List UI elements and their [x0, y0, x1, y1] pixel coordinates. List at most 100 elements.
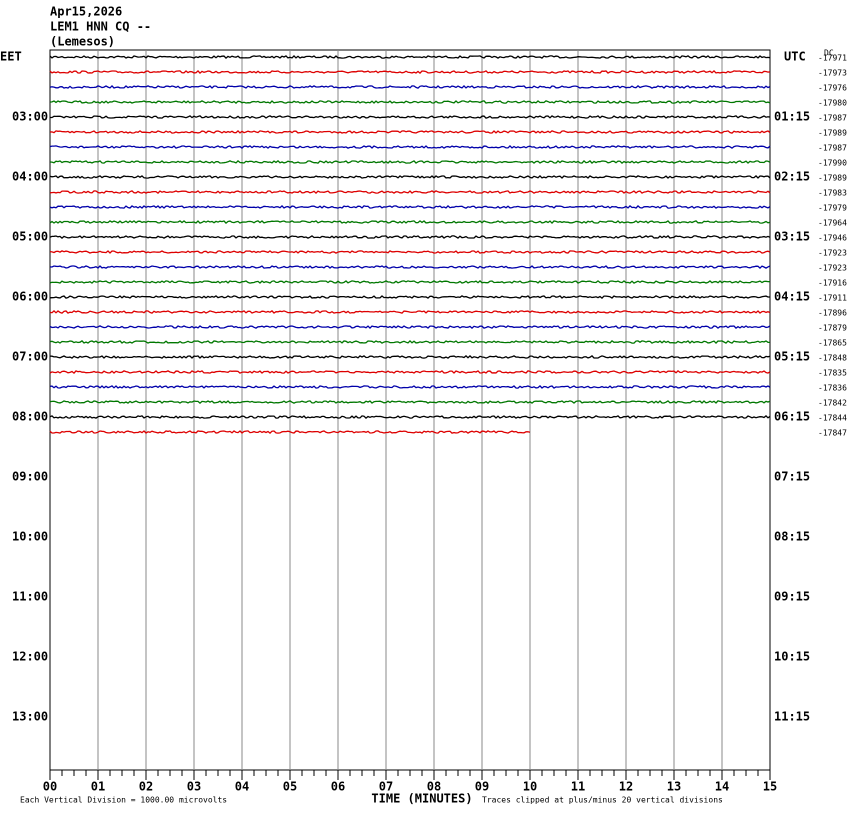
dc-value: -17911 — [818, 294, 847, 303]
x-tick-label: 02 — [139, 780, 153, 794]
trace — [49, 159, 771, 165]
left-hour-label: 08:00 — [12, 410, 48, 424]
x-tick-label: 12 — [619, 780, 633, 794]
dc-value: -17923 — [818, 249, 847, 258]
dc-value: -17844 — [818, 414, 847, 423]
dc-value: -17987 — [818, 114, 847, 123]
right-hour-label: 08:15 — [774, 530, 810, 544]
dc-value: -17946 — [818, 234, 847, 243]
left-hour-label: 13:00 — [12, 710, 48, 724]
x-tick-label: 00 — [43, 780, 57, 794]
trace — [49, 310, 771, 314]
dc-value: -17879 — [818, 324, 847, 333]
x-tick-label: 07 — [379, 780, 393, 794]
x-tick-label: 04 — [235, 780, 249, 794]
right-hour-label: 07:15 — [774, 470, 810, 484]
right-hour-label: 10:15 — [774, 650, 810, 664]
trace — [49, 339, 771, 345]
dc-value: -17989 — [818, 174, 847, 183]
location: (Lemesos) — [50, 35, 115, 49]
left-hour-label: 03:00 — [12, 110, 48, 124]
dc-value: -17836 — [818, 384, 847, 393]
left-hour-label: 04:00 — [12, 170, 48, 184]
right-hour-label: 06:15 — [774, 410, 810, 424]
trace — [49, 54, 771, 59]
trace — [49, 400, 771, 404]
x-tick-label: 14 — [715, 780, 729, 794]
dc-value: -17976 — [818, 84, 847, 93]
dc-value: -17973 — [818, 69, 847, 78]
trace — [49, 204, 771, 209]
x-tick-label: 06 — [331, 780, 345, 794]
right-hour-label: 04:15 — [774, 290, 810, 304]
trace — [49, 415, 771, 419]
plot-frame — [49, 49, 771, 771]
trace — [49, 235, 771, 239]
dc-value: -17848 — [818, 354, 847, 363]
x-tick-label: 05 — [283, 780, 297, 794]
x-tick-label: 11 — [571, 780, 585, 794]
left-hour-label: 07:00 — [12, 350, 48, 364]
dc-value: -17916 — [818, 279, 847, 288]
scale-note: Each Vertical Division = 1000.00 microvo… — [20, 796, 227, 805]
left-hour-label: 10:00 — [12, 530, 48, 544]
right-hour-label: 03:15 — [774, 230, 810, 244]
dc-value: -17987 — [818, 144, 847, 153]
clip-note: Traces clipped at plus/minus 20 vertical… — [482, 796, 723, 805]
dc-value: -17847 — [818, 429, 847, 438]
trace — [49, 190, 771, 194]
trace — [49, 325, 771, 330]
trace — [49, 430, 531, 434]
dc-value: -17896 — [818, 309, 847, 318]
right-hour-label: 01:15 — [774, 110, 810, 124]
left-axis-title: EET — [0, 50, 22, 64]
left-hour-label: 12:00 — [12, 650, 48, 664]
x-tick-label: 08 — [427, 780, 441, 794]
trace — [49, 385, 771, 389]
trace — [50, 115, 771, 119]
x-tick-label: 10 — [523, 780, 537, 794]
dc-value: -17835 — [818, 369, 847, 378]
dc-value: -17990 — [818, 159, 847, 168]
trace — [49, 370, 771, 374]
date: Apr15,2026 — [50, 5, 122, 19]
left-hour-label: 09:00 — [12, 470, 48, 484]
right-axis-title: UTC — [784, 50, 806, 64]
dc-value: -17923 — [818, 264, 847, 273]
x-tick-label: 01 — [91, 780, 105, 794]
trace — [49, 250, 771, 254]
x-axis-title: TIME (MINUTES) — [371, 792, 472, 806]
dc-value: -17842 — [818, 399, 847, 408]
trace — [49, 295, 770, 299]
left-hour-label: 05:00 — [12, 230, 48, 244]
station: LEM1 HNN CQ -- — [50, 20, 151, 34]
trace — [49, 100, 771, 104]
x-tick-label: 15 — [763, 780, 777, 794]
left-hour-label: 11:00 — [12, 590, 48, 604]
right-hour-label: 05:15 — [774, 350, 810, 364]
trace — [49, 84, 771, 89]
dc-value: -17971 — [818, 54, 847, 63]
right-hour-label: 02:15 — [774, 170, 810, 184]
dc-value: -17865 — [818, 339, 847, 348]
dc-value: -17979 — [818, 204, 847, 213]
trace — [49, 355, 771, 359]
dc-value: -17989 — [818, 129, 847, 138]
dc-value: -17983 — [818, 189, 847, 198]
trace — [49, 280, 771, 284]
x-tick-label: 13 — [667, 780, 681, 794]
dc-value: -17964 — [818, 219, 847, 228]
dc-value: -17980 — [818, 99, 847, 108]
left-hour-label: 06:00 — [12, 290, 48, 304]
trace — [49, 220, 771, 225]
right-hour-label: 11:15 — [774, 710, 810, 724]
x-tick-label: 09 — [475, 780, 489, 794]
trace — [49, 144, 771, 149]
trace — [49, 69, 771, 75]
trace — [49, 130, 771, 134]
right-hour-label: 09:15 — [774, 590, 810, 604]
trace — [49, 175, 771, 179]
dc-title: DC — [824, 49, 834, 58]
x-tick-label: 03 — [187, 780, 201, 794]
